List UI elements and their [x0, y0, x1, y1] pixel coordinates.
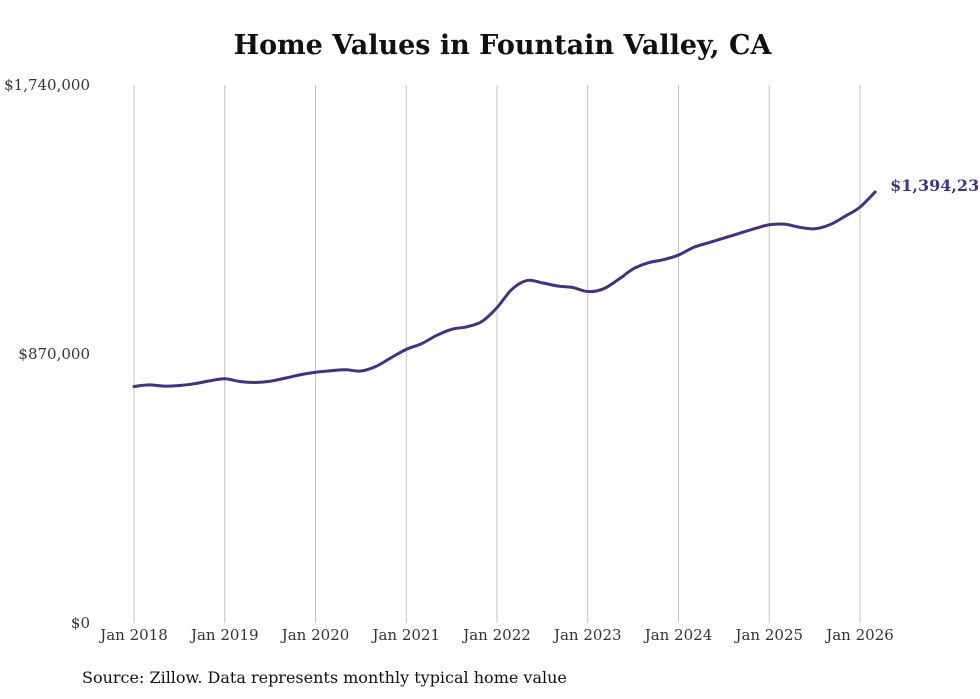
x-tick-label: Jan 2023	[552, 626, 622, 644]
y-tick-label: $0	[71, 614, 90, 632]
x-tick-label: Jan 2020	[280, 626, 350, 644]
y-tick-label: $1,740,000	[4, 76, 90, 94]
x-tick-label: Jan 2019	[189, 626, 259, 644]
x-tick-label: Jan 2021	[370, 626, 440, 644]
y-axis-ticks: $0 $870,000 $1,740,000	[4, 76, 90, 632]
x-tick-label: Jan 2022	[461, 626, 531, 644]
x-tick-label: Jan 2025	[733, 626, 803, 644]
end-value-label: $1,394,237	[890, 176, 980, 195]
x-tick-label: Jan 2018	[98, 626, 168, 644]
y-tick-label: $870,000	[18, 345, 90, 363]
chart-title: Home Values in Fountain Valley, CA	[233, 30, 772, 61]
series-line-0	[132, 190, 877, 388]
grid-lines	[133, 85, 861, 623]
series-layer: $1,394,237	[132, 176, 980, 388]
x-tick-label: Jan 2026	[824, 626, 894, 644]
source-note: Source: Zillow. Data represents monthly …	[82, 668, 567, 687]
x-axis-ticks: Jan 2018 Jan 2019 Jan 2020 Jan 2021 Jan 2022…	[98, 626, 894, 644]
x-tick-label: Jan 2024	[643, 626, 713, 644]
